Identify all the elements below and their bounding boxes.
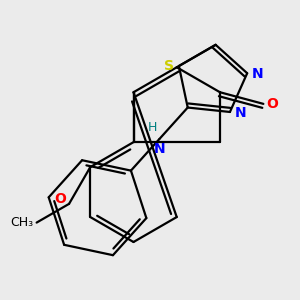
Text: N: N (154, 142, 165, 156)
Text: O: O (54, 192, 66, 206)
Text: O: O (266, 97, 278, 111)
Text: CH₃: CH₃ (11, 216, 34, 229)
Text: N: N (235, 106, 246, 120)
Text: N: N (252, 68, 263, 81)
Text: H: H (148, 122, 157, 134)
Text: S: S (164, 59, 174, 73)
